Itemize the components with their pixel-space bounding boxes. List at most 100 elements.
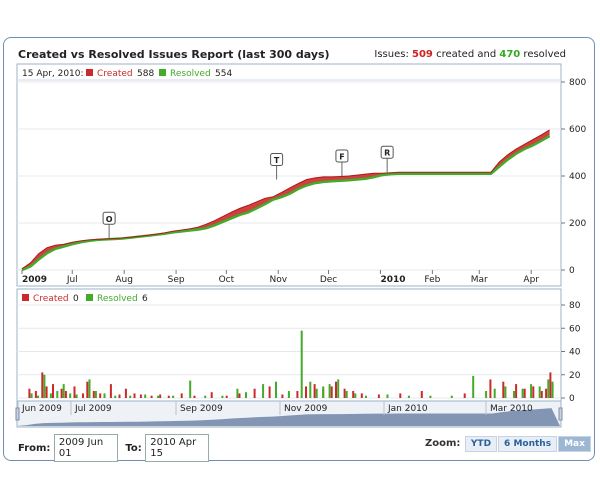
bottom-legend-created-swatch	[22, 294, 29, 301]
created-bar	[352, 391, 355, 398]
version-marker-box	[380, 145, 394, 159]
resolved-bar	[88, 379, 91, 398]
resolved-bar	[538, 386, 541, 398]
resolved-bar	[386, 394, 389, 398]
resolved-bar	[103, 393, 106, 398]
bottom-legend-created-label: Created	[33, 294, 69, 304]
top-x-tick-label: 2009	[22, 275, 47, 285]
created-bar	[313, 384, 316, 398]
created-bar	[99, 393, 102, 398]
created-bar	[296, 391, 299, 398]
top-x-tick-label: Nov	[269, 275, 287, 285]
zoom-6months-button[interactable]: 6 Months	[498, 436, 558, 452]
created-bar	[159, 394, 162, 398]
created-bar	[52, 384, 54, 398]
resolved-bar	[30, 393, 33, 398]
created-bar	[133, 393, 136, 398]
zoom-max-button[interactable]: Max	[558, 436, 591, 452]
issues-prefix: Issues:	[374, 49, 409, 60]
resolved-bar	[337, 379, 340, 398]
created-bar	[238, 393, 241, 398]
top-y-tick-label: 200	[569, 219, 586, 229]
resolved-bar	[547, 379, 550, 398]
top-x-tick-label: Mar	[471, 275, 488, 285]
issues-created-word: created and	[436, 49, 497, 60]
top-x-tick-label: Oct	[219, 275, 235, 285]
top-legend-date: 15 Apr, 2010:	[22, 69, 84, 79]
resolved-bar	[530, 384, 533, 398]
zoom-controls: Zoom: YTD 6 Months Max	[425, 436, 591, 452]
version-marker-label: F	[339, 153, 344, 162]
zoom-ytd-button[interactable]: YTD	[464, 436, 498, 452]
created-bar	[139, 394, 142, 398]
from-label: From:	[18, 443, 51, 454]
resolved-bar	[354, 393, 357, 398]
created-bar	[463, 393, 466, 398]
created-bar	[180, 393, 183, 398]
top-y-tick-label: 0	[569, 266, 575, 276]
bottom-y-tick-label: 80	[569, 301, 581, 311]
created-bar	[210, 392, 213, 398]
created-bar	[73, 386, 76, 398]
zoom-label: Zoom:	[425, 438, 461, 449]
resolved-bar	[365, 395, 367, 398]
created-bar	[225, 395, 228, 398]
created-bar	[86, 381, 89, 398]
navigator-label: Jan 2010	[387, 404, 428, 414]
resolved-bar	[309, 381, 312, 398]
top-x-tick-label: Feb	[424, 275, 440, 285]
resolved-bar	[300, 330, 303, 398]
top-legend-created-swatch	[86, 69, 93, 76]
created-bar	[343, 388, 346, 398]
resolved-bar	[69, 393, 72, 398]
resolved-bar	[450, 395, 453, 398]
version-marker-box	[335, 149, 349, 163]
created-bar	[523, 388, 526, 398]
created-bar	[253, 388, 256, 398]
created-bar	[193, 395, 196, 398]
created-bar	[124, 388, 127, 398]
issues-resolved-word: resolved	[523, 49, 566, 60]
resolved-bar	[328, 384, 331, 398]
resolved-bar	[493, 388, 496, 398]
navigator-label: Jul 2009	[74, 404, 112, 414]
resolved-bar	[49, 393, 52, 398]
created-bar	[545, 388, 548, 398]
resolved-bar	[189, 380, 192, 398]
navigator-label: Sep 2009	[180, 404, 223, 414]
resolved-bar	[485, 391, 488, 398]
top-y-tick-label: 400	[569, 172, 586, 182]
top-y-tick-label: 600	[569, 125, 586, 135]
created-bar	[281, 394, 284, 398]
resolved-bar	[345, 391, 348, 398]
resolved-bar	[287, 391, 290, 398]
issues-created-count: 509	[412, 49, 433, 60]
created-bar	[118, 394, 121, 398]
created-bar	[360, 393, 363, 398]
resolved-bar	[144, 394, 147, 398]
resolved-bar	[94, 391, 97, 398]
top-x-tick-label: Aug	[115, 275, 133, 285]
navigator-handle-right[interactable]	[558, 407, 563, 421]
resolved-bar	[407, 395, 410, 398]
navigator-label: Mar 2010	[490, 404, 533, 414]
top-legend-created-label: Created	[97, 69, 133, 79]
created-bar	[41, 372, 44, 398]
resolved-bar	[245, 392, 247, 398]
navigator-handle-left[interactable]	[15, 407, 20, 421]
bottom-y-tick-label: 40	[569, 348, 581, 358]
issues-summary: Issues: 509 created and 470 resolved	[374, 49, 566, 60]
bottom-plot-frame	[16, 288, 562, 402]
created-bar	[532, 386, 535, 398]
created-bar	[305, 386, 307, 398]
from-date-input[interactable]: 2009 Jun 01	[53, 434, 118, 462]
resolved-bar	[56, 391, 59, 398]
created-bar	[540, 391, 543, 398]
version-marker-box	[270, 153, 284, 167]
top-x-tick-label: 2010	[380, 275, 405, 285]
to-date-input[interactable]: 2010 Apr 15	[145, 434, 210, 462]
resolved-bar	[129, 395, 132, 398]
resolved-bar	[157, 395, 160, 398]
resolved-bar	[551, 381, 554, 398]
